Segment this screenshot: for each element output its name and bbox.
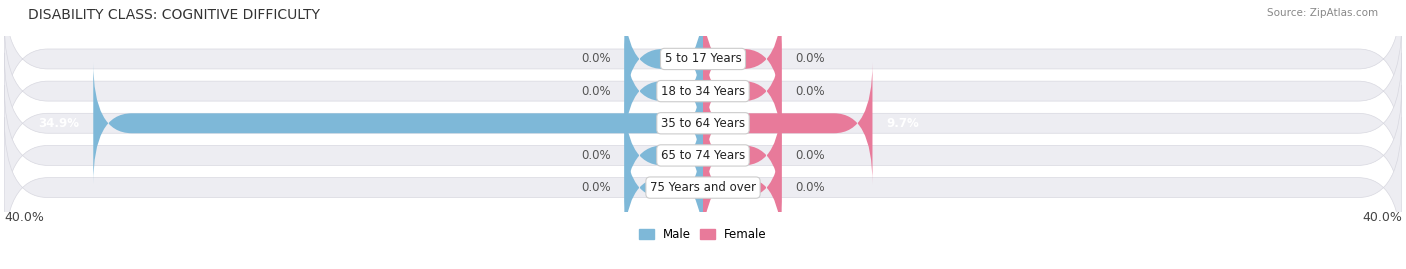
FancyBboxPatch shape [93,62,703,184]
Legend: Male, Female: Male, Female [636,224,770,244]
FancyBboxPatch shape [703,30,782,152]
FancyBboxPatch shape [624,0,703,120]
Text: 0.0%: 0.0% [796,181,825,194]
FancyBboxPatch shape [624,127,703,248]
FancyBboxPatch shape [703,62,873,184]
Text: DISABILITY CLASS: COGNITIVE DIFFICULTY: DISABILITY CLASS: COGNITIVE DIFFICULTY [28,8,321,22]
Text: 0.0%: 0.0% [581,149,610,162]
Text: 5 to 17 Years: 5 to 17 Years [665,52,741,65]
Text: 18 to 34 Years: 18 to 34 Years [661,85,745,98]
Text: 35 to 64 Years: 35 to 64 Years [661,117,745,130]
FancyBboxPatch shape [4,21,1402,162]
FancyBboxPatch shape [4,53,1402,194]
FancyBboxPatch shape [4,0,1402,129]
Text: 0.0%: 0.0% [796,85,825,98]
Text: 0.0%: 0.0% [581,85,610,98]
FancyBboxPatch shape [624,95,703,216]
FancyBboxPatch shape [703,127,782,248]
Text: 75 Years and over: 75 Years and over [650,181,756,194]
Text: 65 to 74 Years: 65 to 74 Years [661,149,745,162]
FancyBboxPatch shape [4,117,1402,258]
FancyBboxPatch shape [703,95,782,216]
Text: 40.0%: 40.0% [1362,211,1402,224]
Text: 0.0%: 0.0% [796,149,825,162]
FancyBboxPatch shape [703,0,782,120]
FancyBboxPatch shape [4,85,1402,226]
Text: 34.9%: 34.9% [38,117,79,130]
Text: 0.0%: 0.0% [796,52,825,65]
Text: 0.0%: 0.0% [581,181,610,194]
Text: 9.7%: 9.7% [886,117,920,130]
Text: 40.0%: 40.0% [4,211,44,224]
Text: Source: ZipAtlas.com: Source: ZipAtlas.com [1267,8,1378,18]
FancyBboxPatch shape [624,30,703,152]
Text: 0.0%: 0.0% [581,52,610,65]
